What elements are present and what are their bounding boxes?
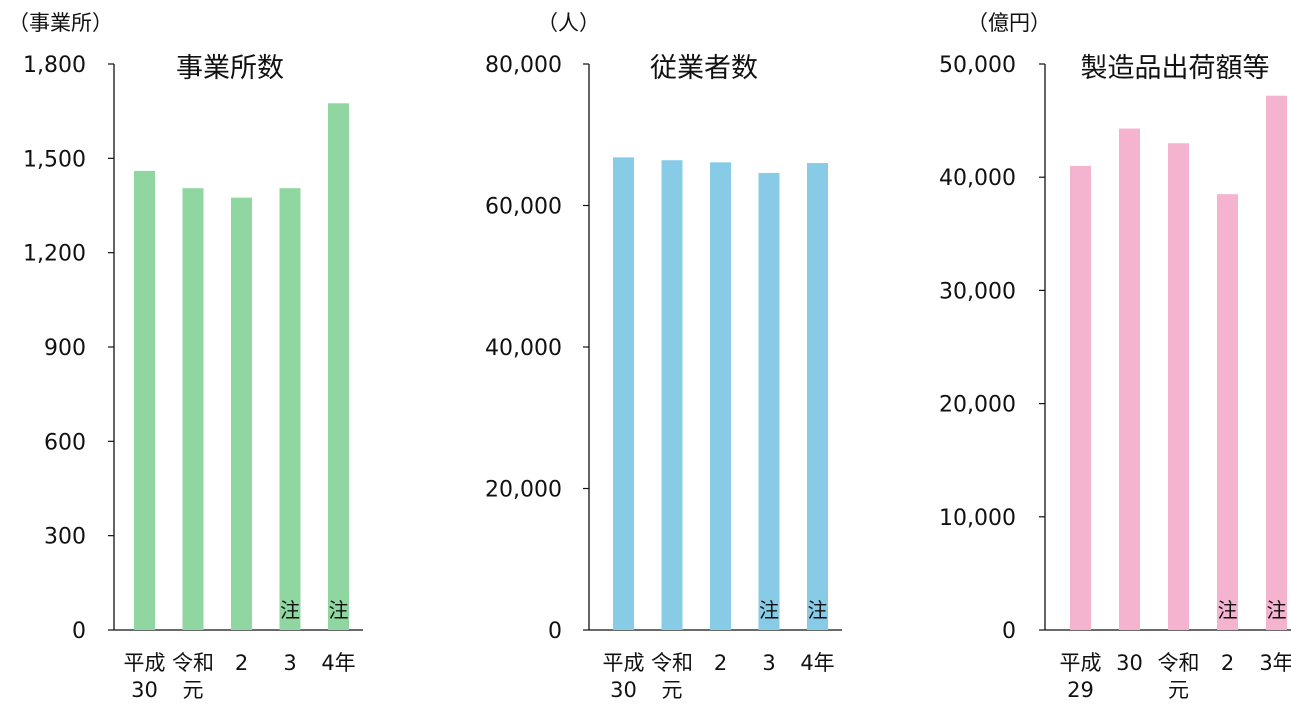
y-tick-label: 20,000 bbox=[485, 478, 562, 503]
y-tick-label: 30,000 bbox=[939, 279, 1016, 304]
x-tick-label: 元 bbox=[1168, 678, 1189, 702]
y-tick-label: 60,000 bbox=[485, 195, 562, 220]
x-tick-label: 平成 bbox=[603, 651, 645, 675]
note-marker: 注 bbox=[759, 598, 779, 622]
y-tick-label: 20,000 bbox=[939, 393, 1016, 418]
bar bbox=[231, 197, 252, 630]
x-tick-label: 平成 bbox=[1060, 651, 1102, 675]
y-tick-label: 1,800 bbox=[23, 53, 86, 78]
bar bbox=[758, 172, 780, 630]
x-tick-label: 3 bbox=[762, 651, 775, 675]
bar bbox=[1070, 165, 1091, 630]
bar bbox=[613, 157, 634, 630]
bar bbox=[134, 170, 155, 630]
y-tick-label: 900 bbox=[44, 336, 86, 361]
bar bbox=[1168, 143, 1189, 631]
bar bbox=[279, 188, 301, 630]
note-marker: 注 bbox=[1218, 598, 1238, 622]
bar bbox=[661, 160, 683, 630]
bar bbox=[182, 188, 204, 630]
chart-title: 製造品出荷額等 bbox=[1081, 53, 1270, 84]
unit-label: （事業所） bbox=[8, 11, 113, 35]
y-tick-label: 50,000 bbox=[939, 53, 1016, 78]
x-tick-label: 2 bbox=[714, 651, 727, 675]
note-marker: 注 bbox=[329, 598, 349, 622]
x-tick-label: 2 bbox=[235, 651, 248, 675]
note-marker: 注 bbox=[808, 598, 828, 622]
y-tick-label: 0 bbox=[72, 619, 86, 644]
unit-label: （億円） bbox=[967, 11, 1051, 35]
x-tick-label: 令和 bbox=[1158, 651, 1200, 675]
y-tick-label: 40,000 bbox=[485, 336, 562, 361]
note-marker: 注 bbox=[1267, 598, 1287, 622]
x-tick-label: 30 bbox=[131, 678, 158, 702]
y-tick-label: 40,000 bbox=[939, 166, 1016, 191]
x-tick-label: 4年 bbox=[321, 651, 355, 675]
x-tick-label: 令和 bbox=[651, 651, 693, 675]
unit-label: （人） bbox=[537, 11, 600, 35]
bar bbox=[807, 163, 828, 631]
bar bbox=[1119, 128, 1140, 631]
y-tick-label: 300 bbox=[44, 525, 86, 550]
y-tick-label: 600 bbox=[44, 430, 86, 455]
chart-title: 事業所数 bbox=[176, 53, 284, 84]
bar bbox=[1217, 194, 1238, 630]
x-tick-label: 3年 bbox=[1259, 651, 1291, 675]
y-tick-label: 0 bbox=[548, 619, 562, 644]
x-tick-label: 平成 bbox=[124, 651, 166, 675]
y-tick-label: 10,000 bbox=[939, 506, 1016, 531]
bar bbox=[328, 103, 349, 631]
x-tick-label: 元 bbox=[183, 678, 204, 702]
x-tick-label: 3 bbox=[283, 651, 296, 675]
bar bbox=[710, 162, 731, 630]
x-tick-label: 2 bbox=[1221, 651, 1234, 675]
x-tick-label: 29 bbox=[1067, 678, 1094, 702]
x-tick-label: 30 bbox=[1116, 651, 1143, 675]
bar bbox=[1266, 95, 1287, 631]
y-tick-label: 80,000 bbox=[485, 53, 562, 78]
y-tick-label: 1,500 bbox=[23, 147, 86, 172]
chart-title: 従業者数 bbox=[650, 53, 758, 84]
x-tick-label: 元 bbox=[662, 678, 683, 702]
y-tick-label: 1,200 bbox=[23, 242, 86, 267]
note-marker: 注 bbox=[280, 598, 300, 622]
y-tick-label: 0 bbox=[1002, 619, 1016, 644]
x-tick-label: 4年 bbox=[800, 651, 834, 675]
x-tick-label: 30 bbox=[610, 678, 637, 702]
x-tick-label: 令和 bbox=[172, 651, 214, 675]
